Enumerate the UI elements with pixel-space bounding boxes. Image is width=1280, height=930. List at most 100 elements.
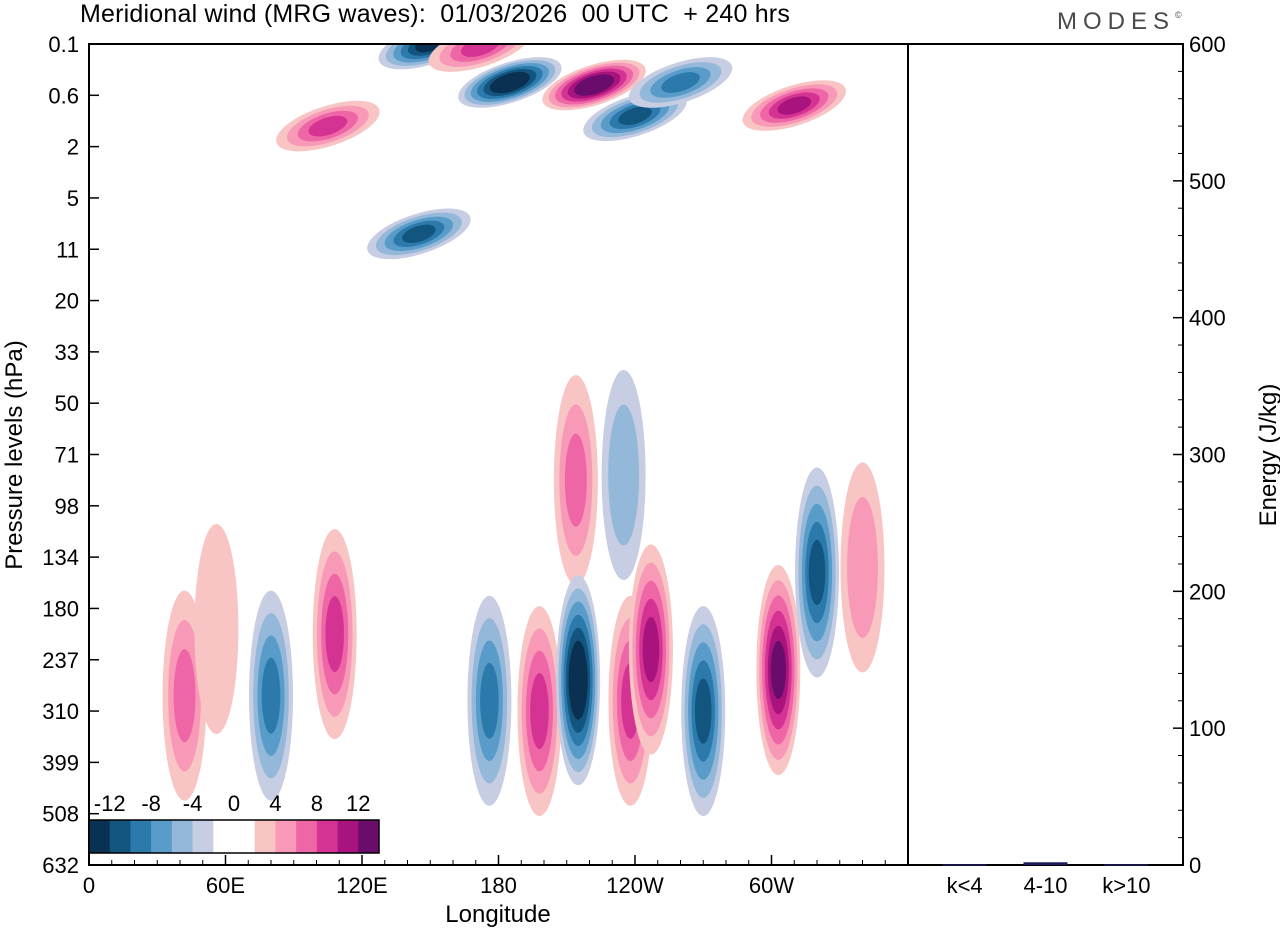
- legend-swatch: [171, 820, 193, 853]
- x-tick-label: 60E: [206, 873, 245, 898]
- chart-title: Meridional wind (MRG waves): 01/03/2026 …: [80, 0, 791, 28]
- contour-band: [480, 662, 499, 739]
- legend-label: 4: [269, 791, 281, 816]
- legend-swatch: [192, 820, 214, 853]
- energy-bars: 0 100 200 300 400 500 600 k<4 4-10 k>10: [942, 32, 1226, 898]
- legend-swatch: [316, 820, 338, 853]
- energy-category-label: k>10: [1102, 873, 1150, 898]
- legend-label: -12: [94, 791, 126, 816]
- x-axis-label: Longitude: [445, 901, 550, 928]
- legend-label: -8: [141, 791, 161, 816]
- energy-tick-label: 300: [1189, 443, 1226, 468]
- contour-band: [261, 657, 281, 734]
- energy-bar: [942, 864, 987, 866]
- contour-band: [808, 539, 826, 606]
- y-tick-label: 71: [55, 443, 79, 468]
- wave-feature: [467, 595, 512, 806]
- contour-band: [642, 616, 660, 683]
- y-tick-label: 5: [67, 186, 79, 211]
- legend-swatch: [89, 820, 111, 853]
- contour-band: [770, 641, 786, 700]
- contour-band: [580, 77, 608, 93]
- contour-band: [618, 106, 652, 126]
- y-tick-label: 237: [42, 648, 79, 673]
- wave-feature: [194, 523, 239, 734]
- legend-swatch: [358, 820, 380, 853]
- legend-swatch: [234, 820, 256, 853]
- contour-band: [308, 115, 348, 137]
- legend-frame: [88, 819, 380, 854]
- legend-swatch: [151, 820, 173, 853]
- legend-label: 12: [346, 791, 370, 816]
- modes-logo: MODES©: [1057, 8, 1182, 36]
- contour-band: [564, 433, 587, 527]
- legend-swatch: [337, 820, 359, 853]
- contour-band: [608, 404, 640, 546]
- wave-feature: [681, 606, 726, 817]
- legend-swatch: [275, 820, 297, 853]
- wave-feature: [556, 575, 601, 786]
- wave-feature: [428, 44, 533, 72]
- wave-feature: [553, 375, 598, 586]
- energy-tick-label: 600: [1189, 32, 1226, 57]
- legend-swatch: [130, 820, 152, 853]
- logo-mark: ©: [1175, 10, 1182, 20]
- wave-feature: [276, 100, 380, 152]
- y-tick-label: 50: [55, 391, 79, 416]
- contour-band: [571, 653, 586, 707]
- x-tick-label: 120E: [336, 873, 387, 898]
- wave-feature: [742, 80, 846, 131]
- contour-band: [402, 224, 436, 244]
- y-tick-label: 2: [67, 135, 79, 160]
- legend-label: -4: [183, 791, 203, 816]
- legend-swatch: [296, 820, 318, 853]
- x-tick-label: 60W: [749, 873, 794, 898]
- legend-swatch: [109, 820, 131, 853]
- y-tick-label: 134: [42, 545, 79, 570]
- contour-band: [194, 523, 239, 734]
- wave-feature: [542, 59, 646, 111]
- contour-band: [496, 74, 524, 91]
- energy-tick-label: 400: [1189, 306, 1226, 331]
- y-axis-label: Pressure levels (hPa): [1, 340, 28, 569]
- y-tick-label: 0.6: [48, 83, 79, 108]
- y-tick-label: 399: [42, 750, 79, 775]
- legend-label: 0: [228, 791, 240, 816]
- contour-band: [325, 596, 344, 673]
- legend-swatch: [254, 820, 276, 853]
- logo-text: MODES: [1057, 8, 1176, 35]
- contour-band: [173, 649, 196, 743]
- energy-panel-frame: [907, 43, 1184, 866]
- wave-feature: [628, 57, 733, 108]
- wave-feature: [517, 606, 562, 817]
- x-tick-label: 0: [83, 873, 95, 898]
- wave-feature: [756, 565, 801, 776]
- wave-feature: [367, 208, 471, 260]
- y-tick-label: 310: [42, 699, 79, 724]
- y-tick-label: 98: [55, 494, 79, 519]
- y-tick-label: 33: [55, 340, 79, 365]
- energy-tick-label: 0: [1189, 853, 1201, 878]
- contour-band: [777, 96, 812, 115]
- y-tick-label: 632: [42, 853, 79, 878]
- energy-bar: [1023, 862, 1068, 865]
- y-tick-label: 20: [55, 289, 79, 314]
- contour-band: [847, 496, 878, 638]
- wave-feature: [601, 370, 646, 581]
- contour-band: [460, 44, 500, 57]
- x-tick-label: 180: [480, 873, 517, 898]
- energy-tick-label: 200: [1189, 579, 1226, 604]
- energy-axis-label: Energy (J/kg): [1255, 384, 1280, 527]
- wave-feature: [312, 529, 357, 740]
- color-legend: -12 -8 -4 0 4 8 12: [88, 791, 380, 854]
- energy-category-label: 4-10: [1023, 873, 1067, 898]
- y-tick-label: 0.1: [48, 32, 79, 57]
- energy-tick-label: 500: [1189, 169, 1226, 194]
- energy-category-label: k<4: [947, 873, 983, 898]
- wave-feature: [458, 57, 562, 108]
- contour-band: [530, 673, 549, 750]
- heatmap-area: [162, 44, 885, 817]
- y-tick-label: 11: [56, 237, 79, 262]
- y-tick-label: 180: [42, 596, 79, 621]
